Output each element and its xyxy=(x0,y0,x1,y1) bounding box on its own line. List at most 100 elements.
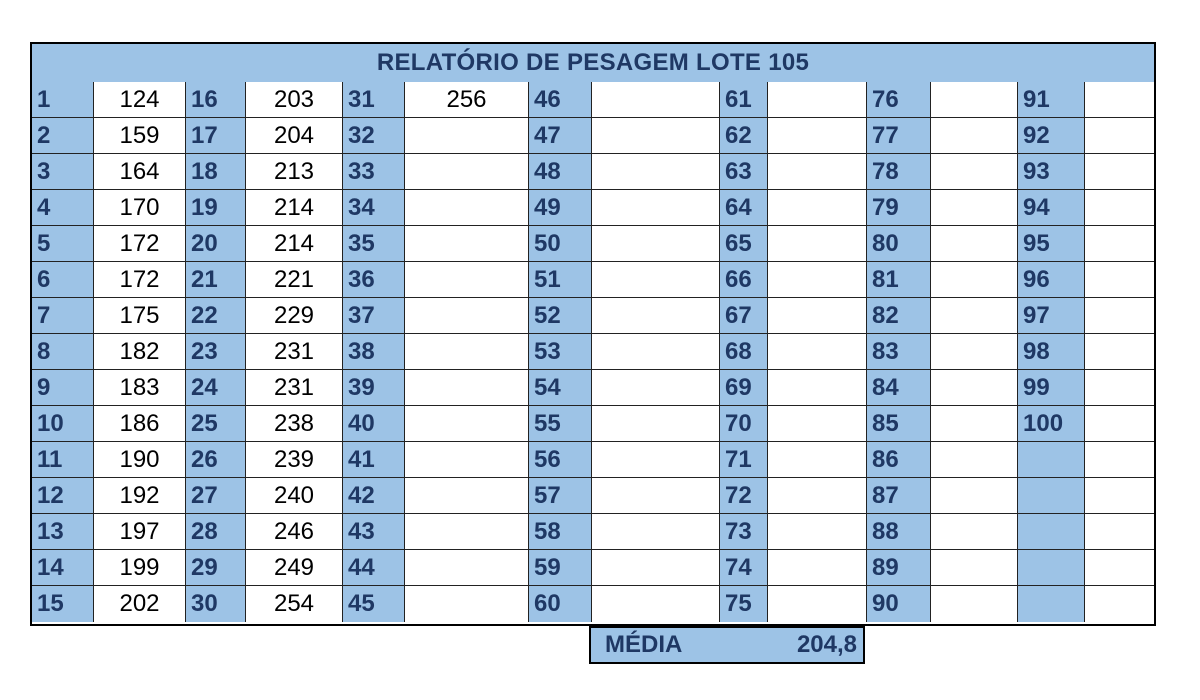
item-number-cell: 94 xyxy=(1018,190,1085,226)
weight-cell xyxy=(768,514,867,550)
item-number-cell: 51 xyxy=(529,262,592,298)
item-number-cell: 79 xyxy=(867,190,931,226)
weight-cell: 240 xyxy=(246,478,343,514)
weight-cell: 172 xyxy=(94,262,186,298)
weight-cell xyxy=(768,190,867,226)
item-number-cell: 20 xyxy=(186,226,246,262)
weight-cell: 239 xyxy=(246,442,343,478)
item-number-cell: 27 xyxy=(186,478,246,514)
weight-cell xyxy=(592,586,720,622)
item-number-cell: 52 xyxy=(529,298,592,334)
weight-cell xyxy=(931,370,1018,406)
weight-cell: 175 xyxy=(94,298,186,334)
item-number-cell: 78 xyxy=(867,154,931,190)
weight-cell xyxy=(1085,442,1154,478)
item-number-cell: 75 xyxy=(720,586,768,622)
item-number-cell: 82 xyxy=(867,298,931,334)
weight-cell xyxy=(931,118,1018,154)
weight-cell xyxy=(931,586,1018,622)
item-number-cell: 90 xyxy=(867,586,931,622)
item-number-cell: 12 xyxy=(32,478,94,514)
item-number-cell: 68 xyxy=(720,334,768,370)
item-number-cell: 5 xyxy=(32,226,94,262)
weight-cell xyxy=(931,154,1018,190)
report-title: RELATÓRIO DE PESAGEM LOTE 105 xyxy=(32,44,1154,83)
item-number-cell: 100 xyxy=(1018,406,1085,442)
item-number-cell: 84 xyxy=(867,370,931,406)
item-number-cell: 29 xyxy=(186,550,246,586)
weight-cell: 197 xyxy=(94,514,186,550)
weight-cell xyxy=(931,190,1018,226)
item-number-cell: 38 xyxy=(343,334,405,370)
item-number-cell: 76 xyxy=(867,82,931,118)
item-number-cell: 31 xyxy=(343,82,405,118)
item-number-cell: 3 xyxy=(32,154,94,190)
item-number-cell: 92 xyxy=(1018,118,1085,154)
weight-cell xyxy=(592,262,720,298)
item-number-cell: 15 xyxy=(32,586,94,622)
item-number-cell xyxy=(1018,478,1085,514)
weight-cell xyxy=(405,118,529,154)
item-number-cell: 24 xyxy=(186,370,246,406)
weight-cell xyxy=(1085,226,1154,262)
weight-cell xyxy=(405,262,529,298)
item-number-cell: 95 xyxy=(1018,226,1085,262)
item-number-cell: 45 xyxy=(343,586,405,622)
weight-cell xyxy=(931,262,1018,298)
item-number-cell: 55 xyxy=(529,406,592,442)
item-number-cell: 80 xyxy=(867,226,931,262)
item-number-cell: 23 xyxy=(186,334,246,370)
weight-cell: 203 xyxy=(246,82,343,118)
item-number-cell: 86 xyxy=(867,442,931,478)
weight-cell xyxy=(592,442,720,478)
item-number-cell: 88 xyxy=(867,514,931,550)
weight-cell: 246 xyxy=(246,514,343,550)
weight-cell: 192 xyxy=(94,478,186,514)
weight-cell xyxy=(1085,118,1154,154)
weight-cell xyxy=(931,550,1018,586)
item-number-cell: 43 xyxy=(343,514,405,550)
item-number-cell xyxy=(1018,442,1085,478)
weight-cell xyxy=(592,550,720,586)
weight-cell xyxy=(768,298,867,334)
item-number-cell: 2 xyxy=(32,118,94,154)
weight-cell xyxy=(592,298,720,334)
item-number-cell: 6 xyxy=(32,262,94,298)
item-number-cell: 91 xyxy=(1018,82,1085,118)
weight-cell xyxy=(592,118,720,154)
weight-cell xyxy=(768,226,867,262)
item-number-cell: 22 xyxy=(186,298,246,334)
weight-cell: 124 xyxy=(94,82,186,118)
weight-cell xyxy=(768,478,867,514)
item-number-cell: 58 xyxy=(529,514,592,550)
item-number-cell: 34 xyxy=(343,190,405,226)
weight-cell: 231 xyxy=(246,334,343,370)
weight-cell xyxy=(931,226,1018,262)
weight-cell xyxy=(405,550,529,586)
weight-cell xyxy=(592,406,720,442)
weight-cell xyxy=(1085,514,1154,550)
weight-cell xyxy=(405,586,529,622)
weight-cell xyxy=(768,586,867,622)
item-number-cell: 42 xyxy=(343,478,405,514)
item-number-cell: 1 xyxy=(32,82,94,118)
item-number-cell: 25 xyxy=(186,406,246,442)
weight-cell xyxy=(931,298,1018,334)
weight-cell xyxy=(931,406,1018,442)
weight-cell: 256 xyxy=(405,82,529,118)
weight-cell xyxy=(405,478,529,514)
item-number-cell: 99 xyxy=(1018,370,1085,406)
item-number-cell: 50 xyxy=(529,226,592,262)
item-number-cell: 30 xyxy=(186,586,246,622)
item-number-cell: 26 xyxy=(186,442,246,478)
item-number-cell: 28 xyxy=(186,514,246,550)
weight-cell: 186 xyxy=(94,406,186,442)
weight-cell xyxy=(405,370,529,406)
item-number-cell: 16 xyxy=(186,82,246,118)
item-number-cell: 83 xyxy=(867,334,931,370)
weight-cell xyxy=(1085,334,1154,370)
weighing-report-table: RELATÓRIO DE PESAGEM LOTE 105 1 124 2 159 3 1… xyxy=(30,42,1156,626)
weight-cell xyxy=(405,406,529,442)
average-label: MÉDIA xyxy=(605,631,683,658)
weight-cell xyxy=(405,226,529,262)
